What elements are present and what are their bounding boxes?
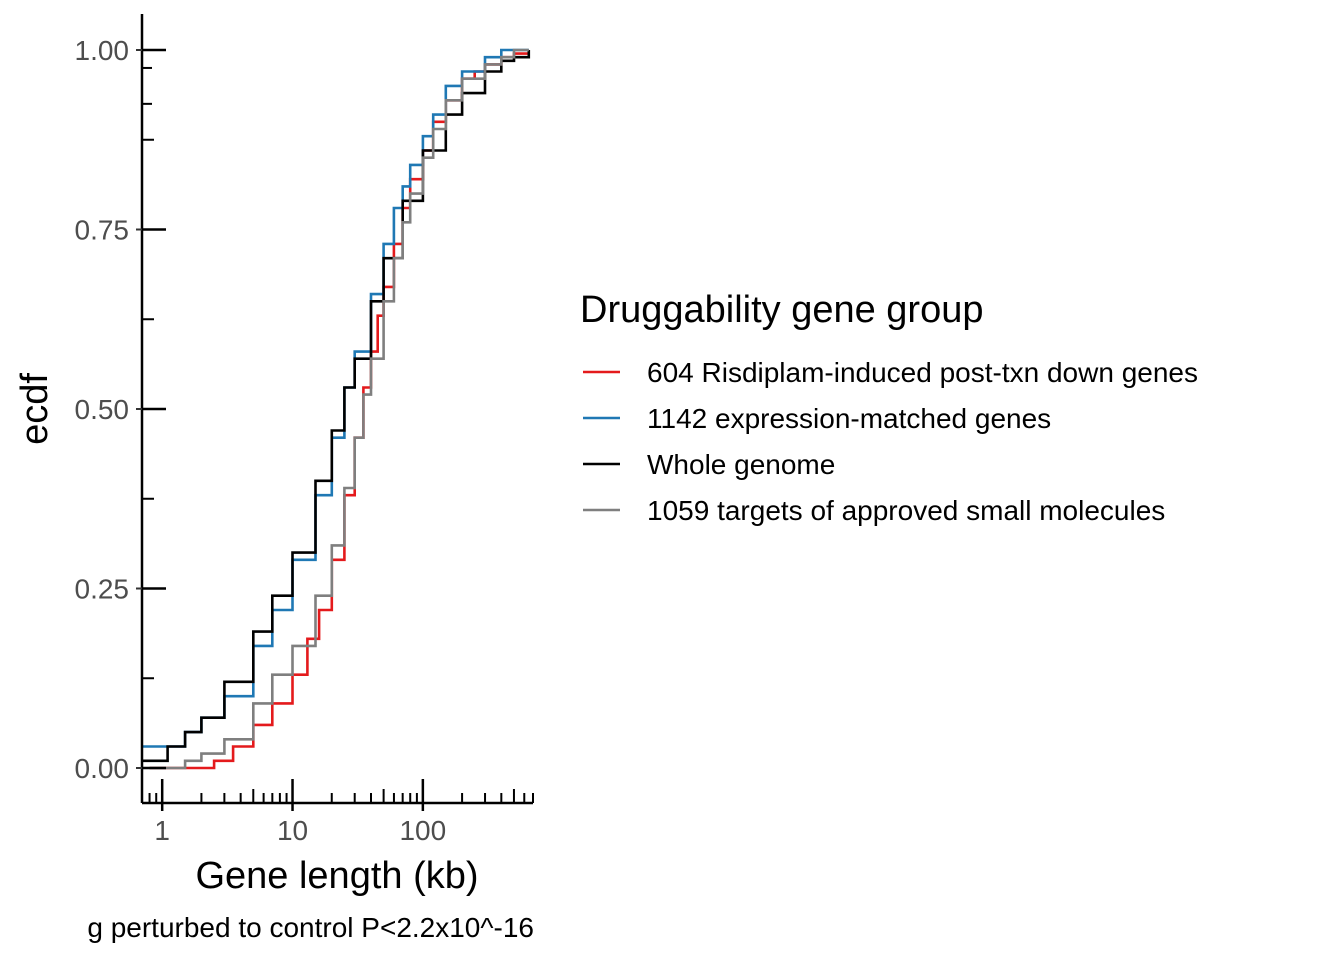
series-line-3 <box>142 50 531 763</box>
legend-label-1: 604 Risdiplam-induced post-txn down gene… <box>647 357 1198 388</box>
legend-label-2: 1142 expression-matched genes <box>647 403 1051 434</box>
axes <box>136 14 534 811</box>
series-line-2 <box>142 48 529 748</box>
y-tick-label: 0.00 <box>75 753 130 784</box>
legend-title: Druggability gene group <box>580 289 984 331</box>
y-tick-label: 0.50 <box>75 394 130 425</box>
x-tick-label: 100 <box>399 815 446 846</box>
series-line-4 <box>149 48 529 770</box>
x-tick-label: 10 <box>277 815 308 846</box>
series-line-1 <box>149 52 529 770</box>
x-axis-title: Gene length (kb) <box>195 855 478 897</box>
y-axis-title: ecdf <box>14 373 56 445</box>
y-tick-label: 0.75 <box>75 215 130 246</box>
y-tick-label: 1.00 <box>75 35 130 66</box>
tick-labels: 0.00 0.25 0.50 0.75 1.00 1 10 100 <box>75 35 447 846</box>
legend-label-4: 1059 targets of approved small molecules <box>647 495 1165 526</box>
plot-lines <box>142 48 531 770</box>
legend: Druggability gene group 604 Risdiplam-in… <box>580 289 1198 526</box>
x-tick-label: 1 <box>154 815 170 846</box>
caption: g perturbed to control P<2.2x10^-16 <box>87 912 534 943</box>
legend-label-3: Whole genome <box>647 449 835 480</box>
y-tick-label: 0.25 <box>75 574 130 605</box>
